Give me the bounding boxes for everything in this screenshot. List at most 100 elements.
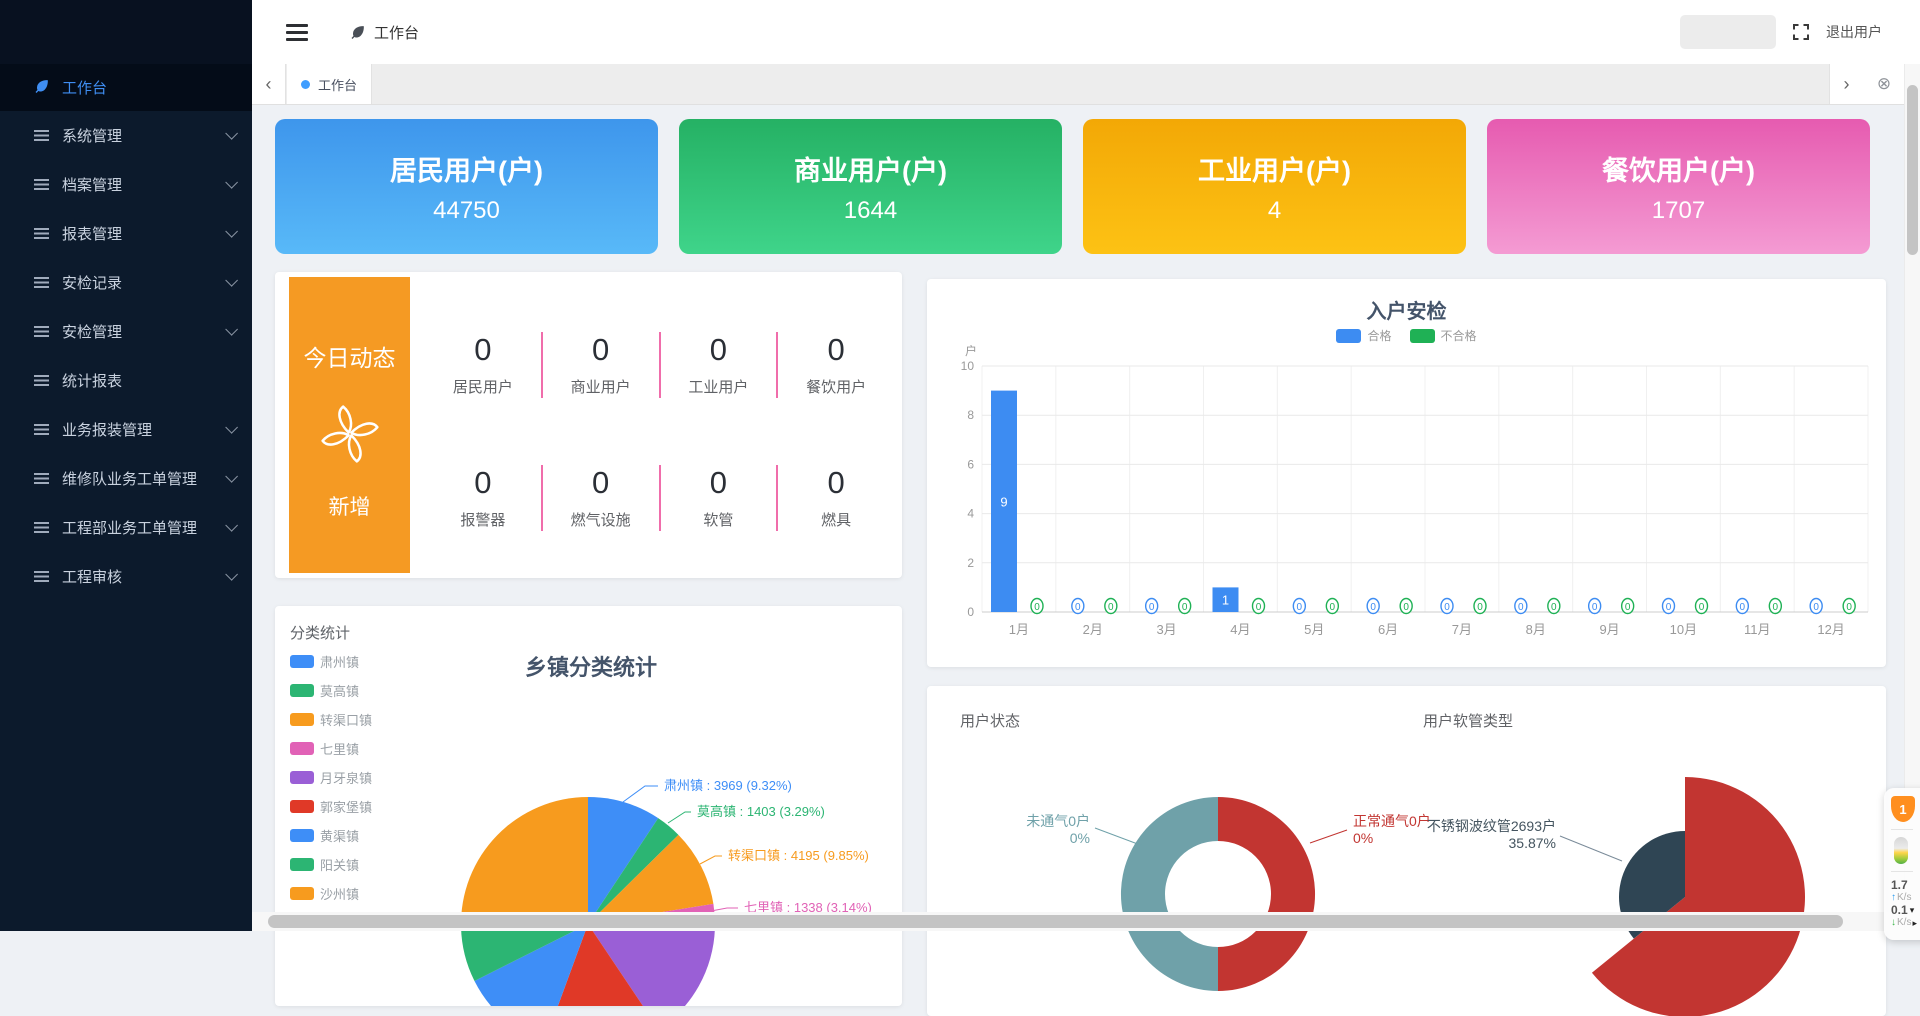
legend-label: 合格 [1367, 327, 1391, 344]
leaf-icon [350, 24, 366, 40]
classification-card: 分类统计 肃州镇莫高镇转渠口镇七里镇月牙泉镇郭家堡镇黄渠镇阳关镇沙州镇 乡镇分类… [275, 606, 902, 1006]
tab-workbench[interactable]: 工作台 [287, 64, 372, 104]
sidebar-item-repair-team-orders[interactable]: 维修队业务工单管理 [0, 454, 252, 503]
stat-card-resident: 居民用户(户)44750 [275, 119, 658, 254]
logout-button[interactable]: 退出用户 [1826, 22, 1882, 42]
today-stat-value: 0 [710, 332, 727, 368]
sidebar-item-workbench[interactable]: 工作台 [0, 64, 252, 111]
y-tick-label: 0 [967, 605, 974, 619]
today-stat-value: 0 [474, 332, 491, 368]
zero-marker-label: 0 [1108, 602, 1114, 613]
x-tick-label: 1月 [1009, 622, 1029, 637]
user-avatar-chip[interactable] [1680, 15, 1776, 49]
top-header: 工作台 退出用户 [252, 0, 1920, 64]
tabs-close-icon[interactable]: ⊗ [1863, 64, 1905, 104]
zero-marker-label: 0 [1740, 602, 1746, 613]
sidebar-item-engineering-review[interactable]: 工程审核 [0, 552, 252, 601]
today-stat-label: 燃气设施 [571, 509, 631, 530]
vertical-scrollbar-thumb[interactable] [1907, 85, 1918, 255]
sidebar-item-label: 统计报表 [62, 370, 122, 391]
tabs-scroll-left-button[interactable]: ‹ [252, 64, 286, 104]
stat-card-commercial: 商业用户(户)1644 [679, 119, 1062, 254]
x-tick-label: 9月 [1599, 622, 1619, 637]
chevron-down-icon [225, 519, 238, 532]
fullscreen-icon[interactable] [1792, 23, 1810, 41]
today-stat-label: 燃具 [821, 509, 851, 530]
stat-card-title: 工业用户(户) [1198, 149, 1351, 188]
zero-marker-label: 0 [1034, 602, 1040, 613]
sidebar-item-statistics-report[interactable]: 统计报表 [0, 356, 252, 405]
zero-marker-label: 0 [1403, 602, 1409, 613]
bar-chart-legend: 合格 不合格 [927, 327, 1886, 344]
x-tick-label: 12月 [1817, 622, 1844, 637]
donut-callout-line [1310, 830, 1347, 843]
sidebar-item-installation-mgmt[interactable]: 业务报装管理 [0, 405, 252, 454]
sidebar-item-system-mgmt[interactable]: 系统管理 [0, 111, 252, 160]
page-title: 工作台 [374, 22, 419, 43]
zero-marker-label: 0 [1625, 602, 1631, 613]
legend-item-合格[interactable]: 合格 [1336, 327, 1391, 344]
y-axis-name: 户 [965, 345, 977, 358]
sidebar-logo-area [0, 0, 252, 64]
sidebar-item-inspection-records[interactable]: 安检记录 [0, 258, 252, 307]
widget-divider [1891, 829, 1913, 830]
hamburger-menu-icon[interactable] [286, 24, 308, 41]
capsule-icon[interactable] [1894, 837, 1908, 864]
horizontal-scrollbar-thumb[interactable] [268, 915, 1843, 928]
sidebar: 工作台系统管理档案管理报表管理安检记录安检管理统计报表业务报装管理维修队业务工单… [0, 0, 252, 931]
legend-item-不合格[interactable]: 不合格 [1410, 327, 1477, 344]
x-tick-label: 10月 [1670, 622, 1697, 637]
sidebar-item-inspection-mgmt[interactable]: 安检管理 [0, 307, 252, 356]
menu-lines-icon [34, 473, 49, 484]
today-dynamics-banner: 今日动态 新增 [289, 277, 410, 573]
town-pie-chart: 肃州镇 : 3969 (9.32%)莫高镇 : 1403 (3.29%)转渠口镇… [275, 606, 902, 1006]
y-tick-label: 6 [967, 457, 974, 471]
sidebar-item-report-mgmt[interactable]: 报表管理 [0, 209, 252, 258]
leaf-icon [34, 78, 50, 98]
triangle-down-icon: ▾ [1910, 904, 1915, 917]
zero-marker-label: 0 [1330, 602, 1336, 613]
x-tick-label: 4月 [1230, 622, 1250, 637]
widget-divider [1891, 871, 1913, 872]
chevron-down-icon [225, 470, 238, 483]
stat-card-value: 1644 [844, 197, 897, 225]
sidebar-item-label: 档案管理 [62, 174, 122, 195]
sidebar-item-archive-mgmt[interactable]: 档案管理 [0, 160, 252, 209]
pie-callout-label: 莫高镇 : 1403 (3.29%) [697, 804, 825, 819]
donut-slice-right [1218, 797, 1315, 991]
stat-card-title: 餐饮用户(户) [1602, 149, 1755, 188]
sidebar-item-label: 工作台 [62, 77, 107, 98]
pie-callout-label: 肃州镇 : 3969 (9.32%) [664, 778, 792, 793]
tabs-scroll-right-button[interactable]: › [1829, 64, 1863, 104]
sidebar-item-engineering-orders[interactable]: 工程部业务工单管理 [0, 503, 252, 552]
stat-card-value: 1707 [1652, 197, 1705, 225]
header-actions: 退出用户 [1680, 15, 1882, 49]
zero-marker-label: 0 [1846, 602, 1852, 613]
today-stat-label: 居民用户 [453, 376, 513, 397]
donut-slice-left [1121, 797, 1218, 991]
net-down-unit: ↓K/s▸ [1891, 917, 1917, 929]
net-down-value: 0.1▾ [1891, 904, 1914, 917]
y-tick-label: 8 [967, 408, 974, 422]
menu-lines-icon [34, 130, 49, 141]
today-stat-label: 餐饮用户 [806, 376, 866, 397]
stat-card-catering: 餐饮用户(户) 1707 [1487, 119, 1870, 254]
zero-marker-label: 0 [1477, 602, 1483, 613]
zero-marker-label: 0 [1518, 602, 1524, 613]
sidebar-item-label: 安检记录 [62, 272, 122, 293]
donut-label: 正常通气0户 [1353, 813, 1431, 829]
security-widget[interactable]: 1 1.7 ↑K/s 0.1▾ ↓K/s▸ [1884, 788, 1920, 940]
shield-icon[interactable]: 1 [1891, 796, 1915, 822]
triangle-right-icon: ▸ [1912, 917, 1917, 929]
horizontal-scrollbar[interactable] [252, 912, 1905, 931]
